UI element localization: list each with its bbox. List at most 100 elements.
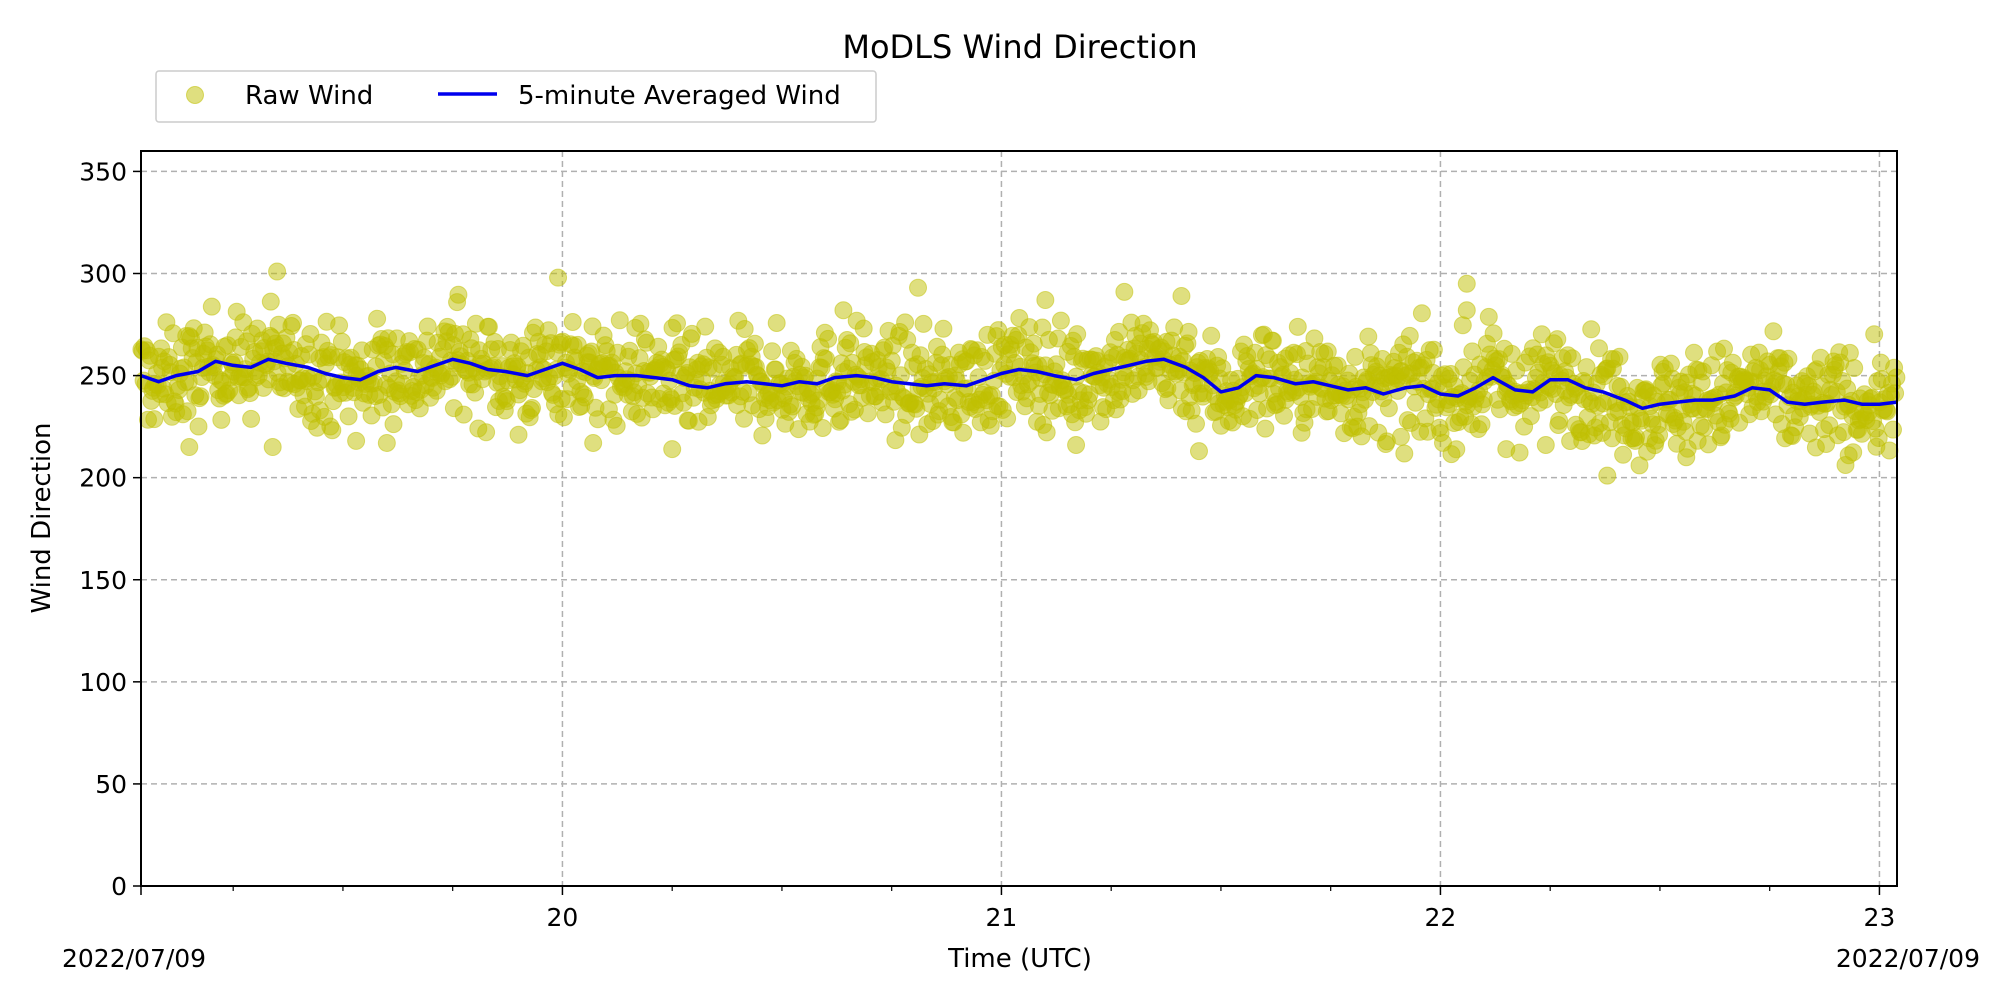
raw-wind-point [1187, 414, 1205, 433]
raw-wind-point [1563, 349, 1582, 368]
raw-wind-point [1424, 340, 1443, 359]
raw-wind-point [1037, 423, 1056, 442]
raw-wind-point [1447, 440, 1466, 459]
raw-wind-point [610, 311, 629, 330]
chart-title: MoDLS Wind Direction [842, 28, 1197, 66]
raw-wind-point [1886, 384, 1905, 403]
legend-label-raw-wind: Raw Wind [245, 81, 373, 111]
raw-wind-point [418, 317, 437, 336]
raw-wind-point [1869, 429, 1888, 447]
raw-wind-point [332, 332, 351, 351]
raw-wind-point [819, 329, 838, 348]
raw-wind-point [1598, 466, 1617, 485]
raw-wind-point [854, 319, 873, 338]
raw-wind-point [668, 314, 686, 333]
raw-wind-point [554, 408, 573, 427]
y-tick-label: 300 [79, 260, 127, 289]
x-tick-label: 22 [1425, 903, 1457, 932]
raw-wind-point [1359, 327, 1378, 346]
raw-wind-point [783, 397, 802, 416]
raw-wind-point [377, 433, 396, 452]
y-tick-label: 200 [79, 464, 127, 493]
y-tick-label: 250 [79, 362, 127, 391]
raw-wind-point [1497, 440, 1516, 459]
date-label-right: 2022/07/09 [1836, 944, 1980, 973]
raw-wind-point [1650, 425, 1669, 444]
x-tick-label: 23 [1864, 903, 1896, 932]
x-tick-label: 20 [547, 903, 579, 932]
raw-wind-point [1457, 274, 1476, 293]
raw-wind-point [817, 350, 835, 368]
raw-wind-point [1412, 304, 1431, 323]
raw-wind-point [242, 409, 261, 428]
raw-wind-point [1115, 282, 1134, 301]
raw-wind-point [1275, 406, 1293, 425]
raw-wind-point [1685, 343, 1703, 362]
raw-wind-point [323, 421, 342, 440]
raw-wind-point [1502, 344, 1521, 363]
raw-wind-point [1550, 411, 1569, 430]
raw-wind-point [368, 309, 387, 328]
raw-wind-point [1391, 427, 1410, 446]
legend-box [155, 70, 877, 123]
raw-wind-point [954, 423, 973, 442]
raw-wind-point [841, 334, 860, 353]
raw-wind-point [1202, 326, 1221, 345]
date-label-left: 2022/07/09 [62, 944, 206, 973]
raw-wind-point [1472, 415, 1491, 434]
raw-wind-point [1479, 307, 1498, 326]
x-axis-label: Time (UTC) [947, 944, 1092, 974]
raw-wind-point [1630, 456, 1649, 475]
x-tick-label: 21 [986, 903, 1018, 932]
raw-wind-point [1379, 399, 1398, 418]
raw-wind-point [735, 409, 753, 428]
raw-wind-point [1840, 343, 1859, 362]
raw-wind-point [339, 407, 358, 426]
y-tick-label: 150 [79, 566, 127, 595]
raw-wind-point [1453, 316, 1472, 335]
raw-wind-point [549, 268, 568, 287]
raw-wind-points [132, 262, 1906, 485]
raw-wind-point [347, 431, 366, 450]
raw-wind-point [1263, 331, 1282, 350]
raw-wind-point [1880, 441, 1899, 460]
raw-wind-point [509, 425, 528, 444]
raw-wind-point [448, 293, 467, 312]
raw-wind-point [813, 419, 832, 437]
raw-wind-point [735, 320, 754, 338]
raw-wind-point [202, 297, 221, 316]
averaged-wind-line-layer [140, 357, 1898, 411]
raw-wind-point [1068, 325, 1087, 344]
raw-wind-point [1172, 286, 1191, 305]
raw-wind-point [212, 410, 231, 429]
raw-wind-point [284, 313, 302, 332]
legend: Raw Wind 5-minute Averaged Wind [155, 70, 877, 123]
raw-wind-point [189, 417, 208, 436]
raw-wind-point [454, 405, 473, 424]
raw-wind-point [145, 410, 164, 429]
raw-wind-point [1662, 354, 1680, 373]
y-tick-label: 50 [95, 770, 127, 799]
y-tick-label: 350 [79, 157, 127, 186]
raw-wind-point [1189, 442, 1208, 461]
raw-wind-point [696, 317, 715, 336]
raw-wind-point [896, 313, 915, 332]
raw-wind-point [1548, 330, 1567, 349]
raw-wind-point [1614, 445, 1633, 464]
y-tick-label: 0 [111, 872, 127, 901]
raw-wind-point [1779, 349, 1798, 368]
raw-wind-point [607, 416, 626, 435]
averaged-wind-line [140, 357, 1898, 411]
raw-wind-point [1577, 358, 1596, 377]
raw-wind-point [1677, 448, 1696, 467]
raw-wind-point [1845, 359, 1864, 377]
raw-wind-point [1159, 391, 1178, 410]
raw-wind-point [479, 317, 498, 336]
raw-wind-point [631, 314, 650, 333]
raw-wind-point [1179, 322, 1198, 341]
raw-wind-point [745, 334, 764, 353]
raw-wind-point [178, 402, 197, 421]
grid [141, 151, 1897, 886]
raw-wind-point [191, 387, 210, 406]
